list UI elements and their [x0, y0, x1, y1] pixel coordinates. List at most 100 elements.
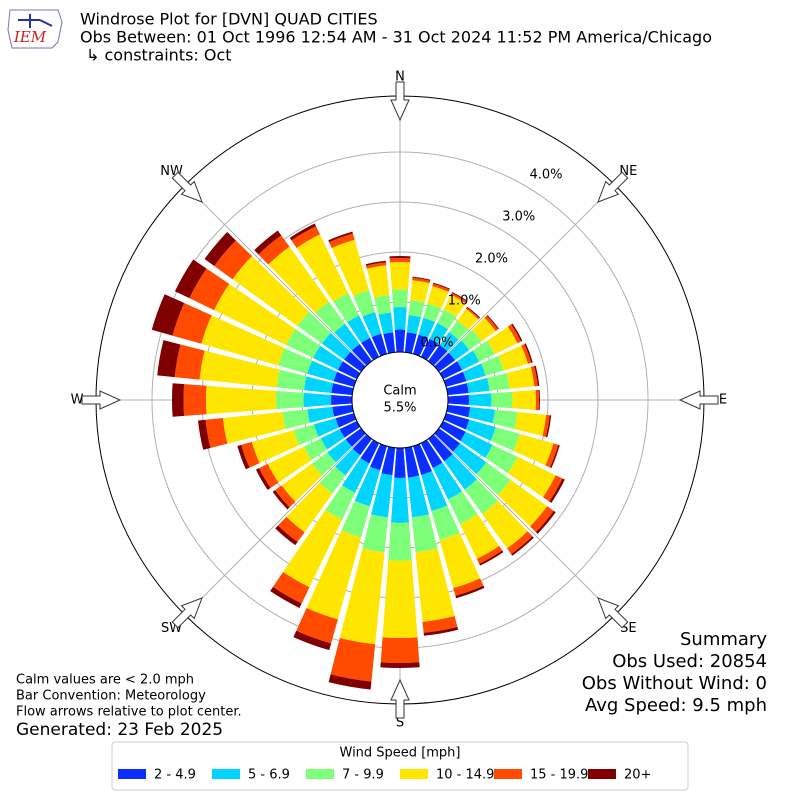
bar-segment: [535, 510, 556, 534]
bar-segment: [275, 525, 298, 546]
bar-segment: [328, 231, 353, 243]
bar-segment: [183, 384, 207, 416]
ring-label: 1.0%: [448, 294, 481, 309]
ring-label: 2.0%: [475, 252, 508, 267]
bar-segment: [174, 259, 207, 299]
bar-segment: [286, 328, 321, 359]
bar-segment: [535, 389, 539, 411]
bar-segment: [434, 352, 456, 372]
bar-segment: [296, 234, 349, 302]
bar-segment: [353, 290, 376, 317]
bar-segment: [457, 350, 480, 370]
bar-segment: [289, 223, 317, 241]
legend-label: 7 - 9.9: [342, 768, 384, 783]
radial-grid-line: [433, 433, 616, 616]
bar-segment: [476, 545, 503, 564]
bar-segment: [507, 324, 522, 344]
bar-segment: [380, 662, 420, 668]
bar-segment: [404, 446, 420, 478]
bar-segment: [428, 344, 448, 366]
legend-box: [111, 741, 689, 791]
bar-segment: [293, 424, 319, 446]
bar-segment: [457, 308, 479, 330]
bar-segment: [487, 373, 510, 391]
bar-segment: [432, 283, 450, 292]
bar-segment: [448, 491, 478, 525]
bar-segment: [437, 309, 457, 330]
bar-segment: [332, 404, 354, 417]
bar-segment: [339, 420, 361, 438]
bar-segment: [321, 332, 351, 360]
bar-segment: [485, 444, 518, 474]
legend-label: 2 - 4.9: [154, 768, 196, 783]
bar-segment: [331, 239, 369, 297]
bar-segment: [443, 371, 467, 387]
bar-segment: [222, 411, 286, 444]
bar-segment: [303, 438, 328, 461]
bar-segment: [408, 300, 425, 318]
bar-segment: [337, 361, 361, 380]
bar-segment: [421, 471, 448, 512]
bar-segment: [443, 413, 470, 430]
bar-segment: [521, 344, 532, 364]
bar-segment: [381, 446, 396, 476]
bar-segment: [413, 443, 432, 476]
legend-swatch: [400, 769, 428, 779]
bar-segment: [206, 385, 277, 415]
bar-segment: [432, 282, 451, 290]
bar-segment: [393, 307, 407, 330]
bar-segment: [371, 333, 387, 357]
bar-segment: [303, 376, 334, 394]
logo: IEM: [7, 9, 63, 49]
bar-segment: [443, 294, 466, 317]
bar-segment: [342, 458, 370, 493]
bar-segment: [418, 317, 436, 338]
bar-segment: [390, 477, 410, 523]
flow-arrow: [81, 390, 122, 410]
bar-segment: [432, 462, 463, 500]
bar-segment: [339, 548, 385, 645]
bar-segment: [511, 536, 534, 556]
bar-segment: [251, 430, 300, 464]
bar-segment: [151, 294, 185, 336]
flow-arrow-shape: [597, 597, 629, 629]
bar-segment: [420, 439, 443, 468]
bar-segment: [366, 265, 390, 298]
bar-segment: [481, 355, 504, 376]
note: Flow arrows relative to plot center.: [16, 705, 242, 720]
bar-segment: [530, 506, 554, 533]
bar-segment: [514, 411, 547, 437]
bar-segment: [365, 260, 387, 266]
legend-swatch: [494, 769, 522, 779]
calm-label: Calm: [383, 384, 416, 399]
radial-grid-line: [184, 433, 367, 616]
bar-segment: [293, 630, 332, 651]
bar-segment: [513, 433, 554, 466]
flow-arrow-shape: [390, 678, 410, 719]
bar-segment: [201, 315, 285, 366]
bar-segment: [479, 550, 504, 566]
bar-segment: [276, 369, 307, 391]
bar-segment: [497, 479, 548, 527]
bar-segment: [534, 365, 540, 387]
bar-segment: [427, 285, 449, 309]
note: Bar Convention: Meteorology: [16, 689, 206, 704]
bar-segment: [327, 439, 352, 463]
legend-label: 10 - 14.9: [436, 768, 494, 783]
bar-segment: [411, 514, 438, 553]
bar-segment: [383, 332, 396, 354]
bar-segment: [448, 340, 470, 361]
bar-segment: [319, 466, 346, 494]
bar-segment: [237, 444, 250, 470]
bar-segment: [157, 340, 181, 378]
bar-segment: [449, 320, 469, 340]
bar-segment: [267, 446, 312, 483]
radial-grid-line: [433, 184, 616, 367]
bar-segment: [498, 345, 528, 371]
bar-segment: [406, 314, 421, 335]
bar-segment: [484, 315, 499, 331]
bar-segment: [281, 463, 323, 502]
bar-segment: [307, 406, 335, 423]
